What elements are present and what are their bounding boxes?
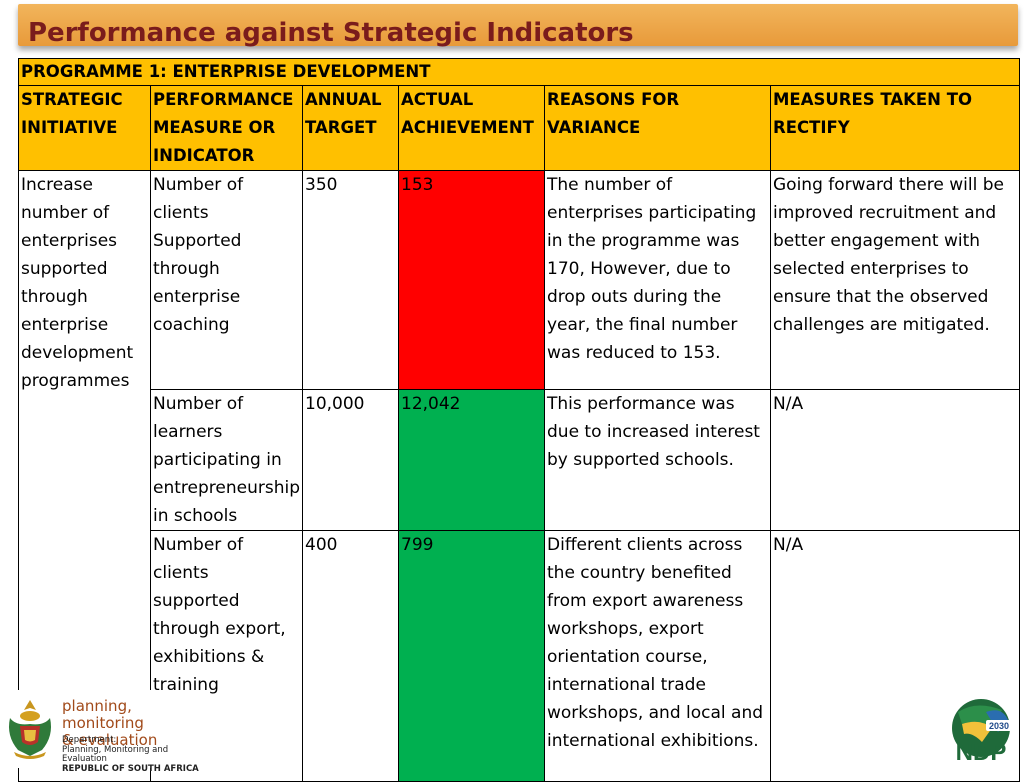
ndp-text: NDP <box>956 739 1007 764</box>
header-actual-achievement: ACTUAL ACHIEVEMENT <box>398 85 545 171</box>
brand-wordmark: planning, monitoring & evaluation <box>62 697 158 749</box>
ndp-logo: 2030 NDP <box>952 699 1012 764</box>
reason-cell: This performance was due to increased in… <box>544 389 771 531</box>
page-title: Performance against Strategic Indicators <box>28 18 634 48</box>
actual-cell: 153 <box>398 170 545 390</box>
target-cell: 10,000 <box>302 389 399 531</box>
programme-title: PROGRAMME 1: ENTERPRISE DEVELOPMENT <box>17 58 1021 86</box>
header-strategic-initiative: STRATEGIC INITIATIVE <box>18 85 151 171</box>
programme-row: PROGRAMME 1: ENTERPRISE DEVELOPMENT <box>17 58 1021 86</box>
header-measures-taken: MEASURES TAKEN TO RECTIFY <box>769 85 1021 171</box>
target-cell: 400 <box>302 530 399 782</box>
department-name: Department: Planning, Monitoring and Eva… <box>62 735 199 774</box>
table-row: Increase number of enterprises supported… <box>18 170 1021 782</box>
header-reasons-for-variance: REASONS FOR VARIANCE <box>544 85 771 171</box>
indicator-cell: Number of learners participating in entr… <box>150 389 303 531</box>
measures-cell: N/A <box>769 389 1021 531</box>
reason-cell: Different clients across the country ben… <box>544 530 771 782</box>
title-banner <box>18 4 1018 46</box>
target-cell: 350 <box>302 170 399 390</box>
actual-cell: 799 <box>398 530 545 782</box>
ndp-year: 2030 <box>989 721 1009 731</box>
indicator-cell: Number of clients Supported through ente… <box>150 170 303 390</box>
performance-table: PROGRAMME 1: ENTERPRISE DEVELOPMENT STRA… <box>17 58 1021 782</box>
actual-cell: 12,042 <box>398 389 545 531</box>
measures-cell: Going forward there will be improved rec… <box>769 170 1021 390</box>
table-row: Number of learners participating in entr… <box>19 389 1021 531</box>
header-annual-target: ANNUAL TARGET <box>302 85 399 171</box>
coat-of-arms-icon <box>9 700 51 759</box>
header-performance-measure: PERFORMANCE MEASURE OR INDICATOR <box>150 85 303 171</box>
reason-cell: The number of enterprises participating … <box>544 170 771 390</box>
header-row: STRATEGIC INITIATIVE PERFORMANCE MEASURE… <box>18 85 1021 171</box>
dpme-logo: planning, monitoring & evaluation Depart… <box>0 690 200 773</box>
strategic-initiative: Increase number of enterprises supported… <box>18 170 151 782</box>
